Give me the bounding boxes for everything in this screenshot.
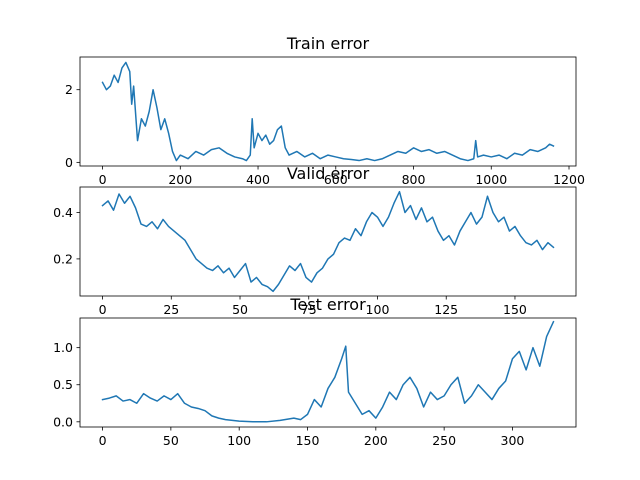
x-tick-label: 300 <box>501 433 525 448</box>
x-tick-label: 100 <box>366 302 390 317</box>
series-line <box>101 320 555 423</box>
y-tick-label: 0.0 <box>53 414 73 429</box>
x-tick-label: 200 <box>364 433 388 448</box>
axes-frame <box>79 317 577 428</box>
x-tick-label: 250 <box>432 433 456 448</box>
x-tick-label: 75 <box>301 302 317 317</box>
chart-title: Valid error <box>287 164 370 183</box>
x-tick-label: 25 <box>163 302 179 317</box>
x-tick-label: 150 <box>503 302 527 317</box>
x-tick-label: 600 <box>324 172 348 187</box>
subplot-1: 0 200 400 600 800 1000 1200 0 2 Train error <box>65 34 585 187</box>
x-tick-label: 0 <box>99 172 107 187</box>
x-tick-label: 800 <box>402 172 426 187</box>
axes-frame <box>79 186 577 297</box>
x-tick-label: 125 <box>434 302 458 317</box>
y-tick-label: 2 <box>65 82 73 97</box>
x-tick-label: 50 <box>232 302 248 317</box>
chart-title: Test error <box>289 295 366 314</box>
y-tick-label: 0.2 <box>53 251 73 266</box>
x-tick-label: 0 <box>99 433 107 448</box>
x-tick-label: 100 <box>227 433 251 448</box>
x-tick-label: 50 <box>163 433 179 448</box>
axes-frame <box>79 56 577 167</box>
y-tick-label: 0.4 <box>53 205 73 220</box>
y-tick-label: 0 <box>65 155 73 170</box>
x-tick-label: 1200 <box>553 172 585 187</box>
series-line <box>101 190 555 293</box>
x-tick-label: 0 <box>99 302 107 317</box>
series-line <box>101 61 555 162</box>
subplot-2: 0 25 50 75 100 125 150 0.2 0.4 Valid error <box>53 164 577 317</box>
x-tick-label: 200 <box>168 172 192 187</box>
y-tick-label: 1.0 <box>53 340 73 355</box>
y-tick-label: 0.5 <box>53 377 73 392</box>
chart-title: Train error <box>286 34 370 53</box>
x-tick-label: 1000 <box>475 172 507 187</box>
x-tick-label: 400 <box>246 172 270 187</box>
x-tick-label: 150 <box>296 433 320 448</box>
